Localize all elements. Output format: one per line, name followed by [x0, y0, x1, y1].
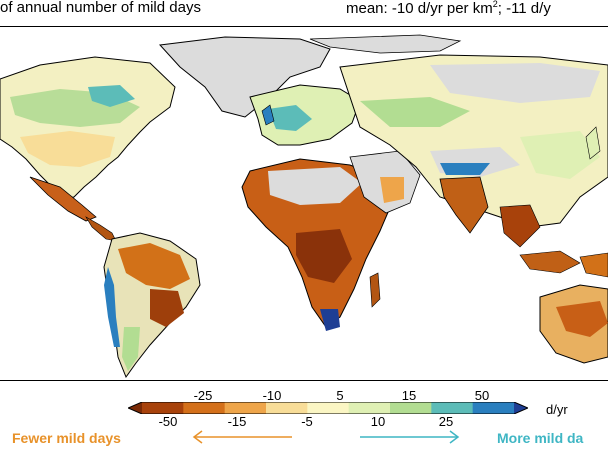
colorbar-top-label: -25	[193, 388, 213, 403]
usa-mixed	[20, 131, 115, 167]
new-guinea	[579, 252, 608, 278]
colorbar-units: d/yr	[546, 402, 568, 417]
japan	[585, 126, 601, 160]
mean-summary-superscript: 2	[492, 0, 498, 9]
east-asia-green	[520, 131, 600, 179]
colorbar-bottom-label: -15	[227, 414, 247, 429]
mean-summary-suffix: ; -11 d/y	[497, 0, 551, 17]
colorbar-segment	[183, 402, 226, 414]
south-africa-blue	[320, 309, 340, 331]
right-arrow-icon	[360, 430, 460, 444]
left-arrow-icon	[192, 430, 292, 444]
colorbar-segment	[142, 402, 184, 414]
colorbar-top-label: -10	[262, 388, 282, 403]
mexico-orange	[29, 176, 97, 222]
andes-blue	[104, 267, 120, 347]
fewer-mild-days-label: Fewer mild days	[12, 430, 121, 446]
hudson-teal	[88, 85, 135, 107]
colorbar-segment	[472, 402, 515, 414]
colorbar-bottom-label: -5	[301, 414, 313, 429]
brazil-dark	[150, 289, 184, 327]
mean-summary: mean: -10 d/yr per km2; -11 d/y	[346, 0, 551, 17]
colorbar-segment	[266, 402, 308, 414]
colorbar-bottom-label: 25	[438, 414, 454, 429]
uk-blue	[261, 104, 275, 126]
more-mild-days-label: More mild da	[497, 430, 584, 446]
colorbar-segment	[128, 402, 142, 414]
colorbar-segment	[431, 402, 474, 414]
siberia-gray	[430, 63, 600, 103]
patagonia-teal	[122, 327, 140, 371]
greenland	[158, 36, 331, 118]
colorbar-segment	[307, 402, 350, 414]
colorbar-bottom-label: -50	[158, 414, 178, 429]
colorbar-segment	[390, 402, 432, 414]
colorbar-top-label: 50	[474, 388, 490, 403]
colorbar-top-label: 15	[401, 388, 417, 403]
congo-dark	[296, 229, 352, 283]
world-map-graphic	[0, 27, 608, 380]
colorbar-bottom-label: 10	[370, 414, 386, 429]
colorbar-top-label: 5	[336, 388, 344, 403]
amazon-orange	[118, 243, 190, 289]
colorbar-segment	[348, 402, 391, 414]
arabia-orange	[380, 177, 404, 203]
map-title: of annual number of mild days	[0, 0, 201, 16]
colorbar-segment	[514, 402, 528, 414]
sahara-gray	[268, 167, 362, 205]
madagascar	[369, 272, 381, 308]
indonesia	[519, 250, 581, 274]
mean-summary-prefix: mean: -10 d/yr per km	[346, 0, 493, 17]
india-orange	[439, 176, 489, 234]
australia-dark	[556, 301, 608, 337]
arctic-islands	[309, 34, 462, 54]
siberia-green	[360, 97, 470, 127]
tibet-blue	[440, 163, 490, 175]
world-map	[0, 26, 608, 381]
colorbar-segment	[224, 402, 267, 414]
europe-teal	[268, 105, 312, 131]
se-asia-dark	[499, 204, 541, 248]
colorbar	[128, 402, 528, 414]
